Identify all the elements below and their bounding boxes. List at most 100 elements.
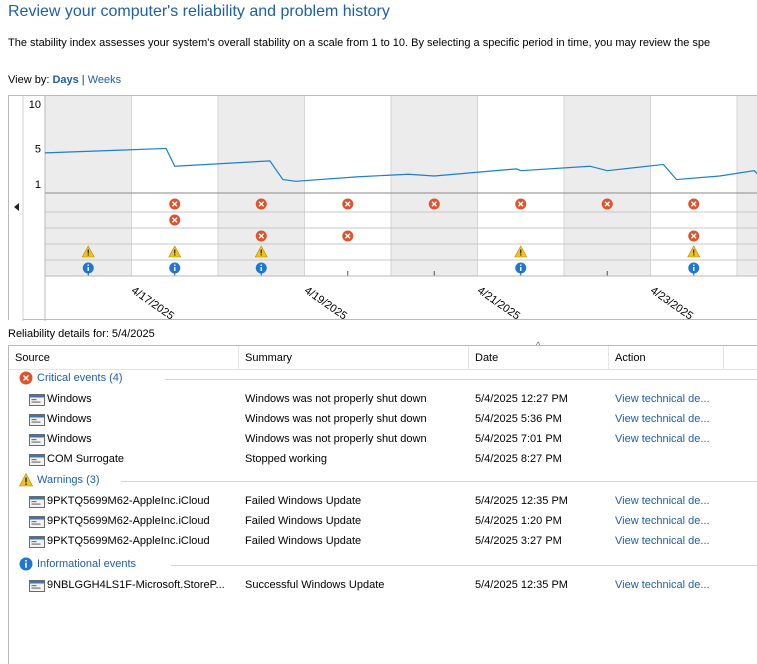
critical-event-icon-cross	[171, 217, 178, 223]
critical-event-icon-cross	[258, 201, 265, 207]
event-group-header[interactable]: Warnings (3)	[9, 472, 757, 490]
view-technical-details-link[interactable]: View technical de...	[615, 393, 710, 405]
table-row[interactable]: Windows Windows was not properly shut dow…	[9, 430, 757, 450]
info-event-icon-bar	[174, 267, 176, 271]
warning-event-icon-dot	[174, 254, 176, 256]
info-event-icon-dot	[520, 264, 522, 266]
group-divider	[171, 565, 757, 566]
chart-day-column[interactable]	[304, 96, 392, 276]
application-icon	[29, 580, 45, 595]
warning-event-icon-dot	[520, 254, 522, 256]
column-header-date[interactable]: Date	[469, 346, 609, 370]
critical-event-icon-cross	[171, 201, 178, 207]
info-event-icon-dot	[693, 264, 695, 266]
view-technical-details-link[interactable]: View technical de...	[615, 515, 710, 527]
info-icon	[19, 557, 33, 574]
view-technical-details-link[interactable]: View technical de...	[615, 413, 710, 425]
chart-day-column[interactable]	[737, 96, 757, 276]
info-event-icon-bar	[260, 267, 262, 271]
critical-event-icon-cross	[258, 233, 265, 239]
column-header-summary[interactable]: Summary	[239, 346, 469, 370]
view-technical-details-link[interactable]: View technical de...	[615, 495, 710, 507]
view-technical-details-link[interactable]: View technical de...	[615, 433, 710, 445]
cell-date: 5/4/2025 7:01 PM	[475, 433, 562, 445]
cell-summary: Successful Windows Update	[245, 579, 385, 591]
sort-indicator-icon: ^	[536, 340, 541, 350]
cell-summary: Failed Windows Update	[245, 515, 362, 527]
x-date-label: 4/17/2025	[129, 285, 176, 321]
application-icon	[29, 394, 45, 409]
cell-summary: Windows was not properly shut down	[245, 413, 427, 425]
table-row[interactable]: 9PKTQ5699M62-AppleInc.iCloud Failed Windo…	[9, 532, 757, 552]
application-icon	[29, 496, 45, 511]
table-row[interactable]: Windows Windows was not properly shut dow…	[9, 390, 757, 410]
event-group-header[interactable]: Critical events (4)	[9, 370, 757, 388]
stability-index-line	[44, 147, 757, 182]
left-triangle-icon[interactable]	[14, 203, 19, 211]
info-event-icon-dot	[174, 264, 176, 266]
critical-event-icon-cross	[517, 201, 524, 207]
event-group-label: Critical events (4)	[37, 372, 123, 384]
column-header-source[interactable]: Source	[9, 346, 239, 370]
info-event-icon-dot	[87, 264, 89, 266]
cell-summary: Windows was not properly shut down	[245, 433, 427, 445]
details-table: Source Summary Date Action ^ Critical ev…	[8, 340, 757, 664]
column-header-action[interactable]: Action	[609, 346, 724, 370]
application-icon	[29, 454, 45, 469]
critical-event-icon-cross	[690, 233, 697, 239]
cell-summary: Windows was not properly shut down	[245, 393, 427, 405]
warning-event-icon-dot	[693, 254, 695, 256]
chart-day-column[interactable]	[391, 96, 478, 276]
page-description: The stability index assesses your system…	[8, 37, 711, 49]
cell-source: COM Surrogate	[47, 453, 125, 465]
application-icon	[29, 516, 45, 531]
event-group-label: Informational events	[37, 558, 137, 570]
cell-date: 5/4/2025 12:27 PM	[475, 393, 568, 405]
cell-date: 5/4/2025 5:36 PM	[475, 413, 562, 425]
y-tick-label: 10	[29, 99, 41, 111]
reliability-chart-svg[interactable]: 10 5 1 4/17/2025 4/19/2025 4/21/2025 4/23/2025	[9, 96, 757, 321]
cell-source: 9NBLGGH4LS1F-Microsoft.StoreP...	[47, 579, 225, 591]
x-date-label: 4/21/2025	[475, 285, 522, 321]
critical-event-icon-cross	[431, 201, 438, 207]
cell-date: 5/4/2025 3:27 PM	[475, 535, 562, 547]
table-row[interactable]: COM Surrogate Stopped working 5/4/2025 8:2…	[9, 450, 757, 470]
warning-event-icon-mark	[693, 249, 695, 254]
cell-date: 5/4/2025 12:35 PM	[475, 579, 568, 591]
view-technical-details-link[interactable]: View technical de...	[615, 535, 710, 547]
view-weeks-link[interactable]: Weeks	[87, 74, 122, 86]
application-icon	[29, 414, 45, 429]
view-separator: |	[81, 74, 85, 86]
application-icon	[29, 536, 45, 551]
warning-event-icon-mark	[174, 249, 176, 254]
view-days-link[interactable]: Days	[52, 74, 79, 86]
table-row[interactable]: 9PKTQ5699M62-AppleInc.iCloud Failed Windo…	[9, 512, 757, 532]
cell-source: Windows	[47, 433, 92, 445]
warning-event-icon-mark	[260, 249, 262, 254]
warning-event-icon-dot	[87, 254, 89, 256]
cell-summary: Stopped working	[245, 453, 327, 465]
reliability-details-label: Reliability details for: 5/4/2025	[8, 328, 155, 340]
event-group-header[interactable]: Informational events	[9, 556, 757, 574]
info-event-icon-bar	[693, 267, 695, 271]
warning-event-icon-mark	[87, 249, 89, 254]
cell-source: 9PKTQ5699M62-AppleInc.iCloud	[47, 495, 210, 507]
info-event-icon-bar	[520, 267, 522, 271]
group-divider	[164, 379, 757, 380]
cell-source: 9PKTQ5699M62-AppleInc.iCloud	[47, 535, 210, 547]
warning-icon	[19, 472, 33, 490]
group-divider	[120, 481, 757, 482]
reliability-chart[interactable]: 10 5 1 4/17/2025 4/19/2025 4/21/2025 4/23/2025	[8, 95, 757, 321]
table-row[interactable]: 9NBLGGH4LS1F-Microsoft.StoreP... Successf…	[9, 576, 757, 596]
chart-day-column[interactable]	[564, 96, 651, 276]
table-row[interactable]: 9PKTQ5699M62-AppleInc.iCloud Failed Windo…	[9, 492, 757, 512]
critical-event-icon-cross	[690, 201, 697, 207]
critical-event-icon-cross	[604, 201, 611, 207]
table-row[interactable]: Windows Windows was not properly shut dow…	[9, 410, 757, 430]
warning-event-icon-dot	[260, 254, 262, 256]
info-event-icon-dot	[260, 264, 262, 266]
warning-event-icon-mark	[520, 249, 522, 254]
y-tick-label: 5	[35, 143, 41, 155]
cell-source: Windows	[47, 413, 92, 425]
view-technical-details-link[interactable]: View technical de...	[615, 579, 710, 591]
